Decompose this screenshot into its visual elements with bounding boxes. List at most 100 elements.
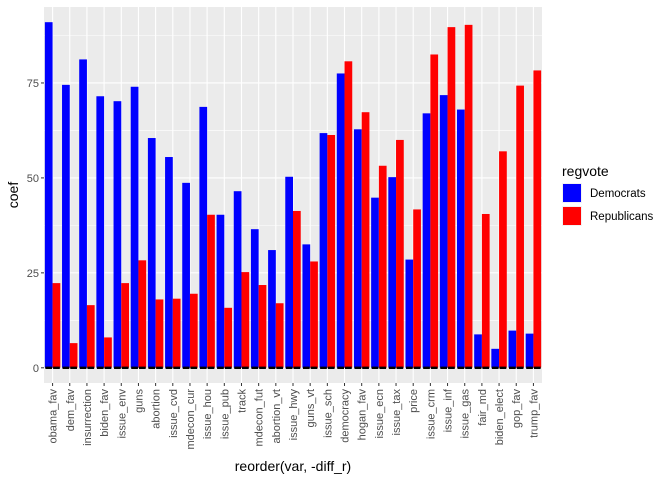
zero-baseline-mark: [482, 366, 490, 370]
zero-baseline-mark: [310, 366, 318, 370]
zero-baseline-mark: [96, 366, 104, 370]
bar-republicans-abortion_vt: [275, 303, 284, 368]
x-tick-label-insurrection: insurrection: [82, 389, 94, 446]
zero-baseline-mark: [465, 366, 472, 370]
bar-democrats-issue_env: [113, 101, 122, 368]
legend-swatch-democrats: [563, 184, 581, 202]
bar-democrats-track: [233, 191, 242, 368]
zero-baseline-mark: [217, 366, 224, 370]
zero-baseline-mark: [388, 366, 396, 370]
zero-baseline-mark: [345, 366, 352, 370]
zero-baseline-mark: [516, 366, 524, 370]
bar-democrats-insurrection: [79, 59, 87, 368]
bar-republicans-mdecon_fut: [258, 285, 267, 368]
x-tick-label-track: track: [236, 389, 248, 413]
zero-baseline-mark: [405, 366, 413, 370]
zero-baseline-mark: [114, 366, 121, 370]
x-tick-label-trump_fav: trump_fav: [528, 389, 540, 438]
x-tick-label-abortion: abortion: [151, 389, 163, 429]
bar-republicans-trump_fav: [533, 70, 542, 368]
zero-baseline-mark: [354, 366, 362, 370]
zero-baseline-mark: [173, 366, 181, 370]
bar-democrats-mdecon_cur: [182, 182, 190, 368]
zero-baseline-mark: [234, 366, 241, 370]
y-tick-label: 75: [27, 78, 39, 90]
zero-baseline-mark: [70, 366, 77, 370]
x-tick-label-issue_cvd: issue_cvd: [168, 389, 180, 438]
bar-democrats-abortion_vt: [268, 250, 276, 368]
zero-baseline-mark: [131, 366, 138, 370]
bar-republicans-biden_fav: [104, 337, 112, 368]
zero-baseline-mark: [276, 366, 284, 370]
bar-republicans-issue_ecn: [378, 165, 387, 368]
bar-republicans-guns: [138, 260, 147, 368]
x-tick-label-issue_tax: issue_tax: [391, 389, 403, 436]
zero-baseline-mark: [259, 366, 266, 370]
zero-baseline-mark: [526, 366, 533, 370]
bar-democrats-fair_md: [474, 334, 482, 368]
x-axis-title: reorder(var, -diff_r): [235, 458, 351, 474]
bar-republicans-fair_md: [481, 213, 490, 368]
bar-democrats-obama_fav: [44, 22, 53, 368]
bar-republicans-insurrection: [86, 305, 95, 368]
zero-baseline-mark: [62, 366, 70, 370]
zero-baselines: [45, 366, 541, 370]
zero-baseline-mark: [474, 366, 482, 370]
zero-baseline-mark: [533, 366, 541, 370]
zero-baseline-mark: [440, 366, 448, 370]
bars: [44, 22, 542, 368]
bar-republicans-price: [413, 209, 421, 368]
x-tick-label-issue_hwy: issue_hwy: [288, 389, 300, 441]
bar-republicans-dem_fav: [69, 343, 78, 368]
zero-baseline-mark: [396, 366, 404, 370]
y-axis: 0 25 50 75: [27, 78, 44, 375]
zero-baseline-mark: [285, 366, 293, 370]
zero-baseline-mark: [87, 366, 95, 370]
bar-republicans-issue_tax: [396, 139, 404, 368]
legend-title: regvote: [562, 163, 609, 179]
bar-democrats-hogan_fav: [353, 129, 362, 368]
bar-republicans-issue_sch: [327, 134, 336, 368]
bar-democrats-mdecon_fut: [250, 229, 259, 368]
x-tick-label-issue_pub: issue_pub: [219, 389, 231, 439]
zero-baseline-mark: [148, 366, 156, 370]
x-tick-label-issue_ecn: issue_ecn: [374, 389, 386, 439]
zero-baseline-mark: [320, 366, 327, 370]
bar-republicans-issue_crm: [430, 54, 439, 368]
x-tick-label-democracy: democracy: [340, 389, 352, 443]
bar-democrats-gop_fav: [508, 330, 517, 368]
zero-baseline-mark: [268, 366, 276, 370]
bar-democrats-issue_cvd: [165, 157, 173, 368]
zero-baseline-mark: [156, 366, 163, 370]
zero-baseline-mark: [182, 366, 190, 370]
x-tick-label-hogan_fav: hogan_fav: [357, 389, 369, 441]
bar-democrats-trump_fav: [525, 333, 534, 368]
bar-democrats-biden_elect: [491, 348, 500, 368]
bar-democrats-democracy: [336, 73, 345, 368]
bar-democrats-abortion: [147, 138, 156, 368]
zero-baseline-mark: [165, 366, 173, 370]
bar-democrats-dem_fav: [62, 84, 70, 368]
zero-baseline-mark: [448, 366, 455, 370]
zero-baseline-mark: [423, 366, 430, 370]
zero-baseline-mark: [371, 366, 379, 370]
bar-republicans-issue_cvd: [172, 298, 181, 368]
zero-baseline-mark: [104, 366, 112, 370]
zero-baseline-mark: [509, 366, 516, 370]
zero-baseline-mark: [457, 366, 465, 370]
zero-baseline-mark: [224, 366, 232, 370]
bar-republicans-issue_hwy: [293, 210, 301, 368]
y-axis-title: coef: [5, 182, 21, 209]
zero-baseline-mark: [491, 366, 499, 370]
bar-republicans-mdecon_cur: [189, 293, 198, 368]
zero-baseline-mark: [337, 366, 345, 370]
y-tick-label: 50: [27, 173, 39, 185]
x-tick-label-dem_fav: dem_fav: [65, 389, 77, 432]
bar-democrats-issue_inf: [439, 95, 448, 368]
x-tick-label-obama_fav: obama_fav: [48, 389, 60, 444]
x-tick-label-fair_md: fair_md: [477, 389, 489, 426]
zero-baseline-mark: [430, 366, 438, 370]
zero-baseline-mark: [413, 366, 421, 370]
bar-democrats-issue_pub: [216, 214, 225, 368]
bar-republicans-issue_env: [121, 283, 130, 368]
